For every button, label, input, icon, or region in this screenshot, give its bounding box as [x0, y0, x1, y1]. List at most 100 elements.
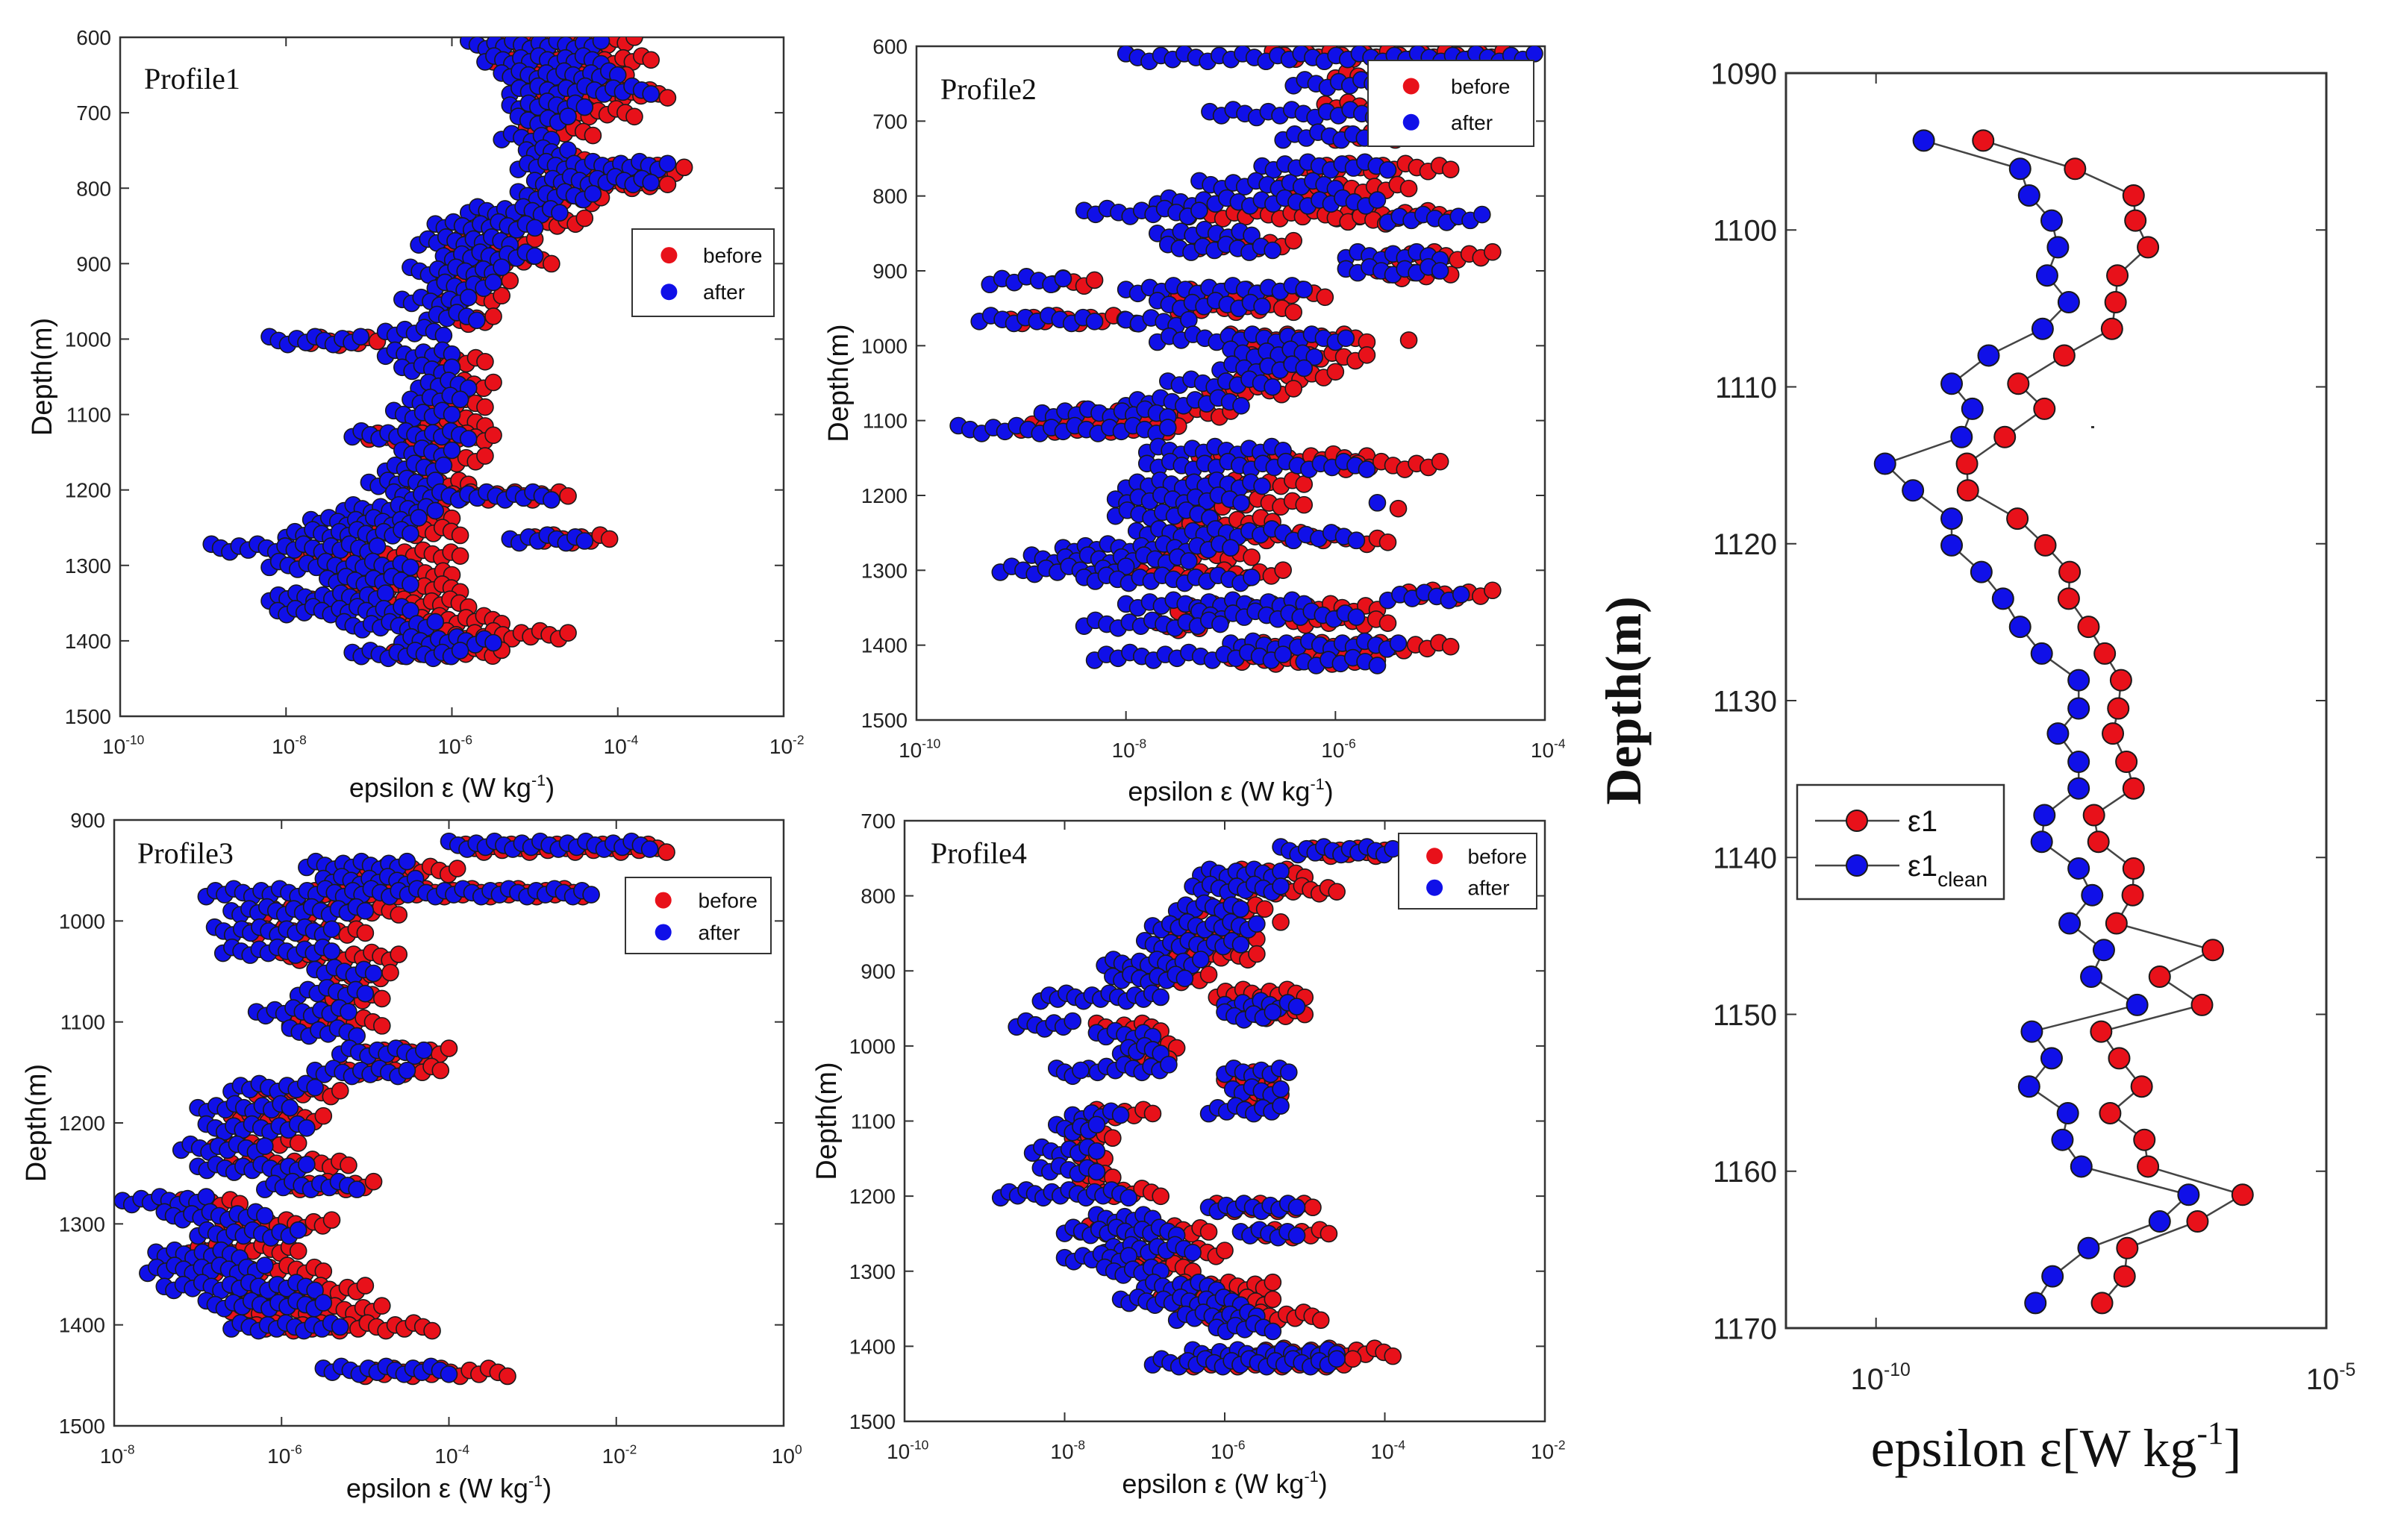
- data-point: [2051, 1128, 2074, 1151]
- data-point-before: [559, 486, 577, 505]
- y-tick-label: 700: [872, 110, 908, 133]
- legend: before after: [625, 877, 772, 954]
- data-point: [2052, 344, 2076, 367]
- data-point: [1993, 425, 2017, 448]
- y-tick-label: 1400: [861, 634, 908, 657]
- profile4-panel: 10-10 10-8 10-6 10-4 10-27008009001000110012…: [811, 810, 1565, 1499]
- data-point: [1950, 425, 1973, 448]
- data-point: [2008, 157, 2032, 181]
- y-tick-label: 1100: [1713, 215, 1777, 248]
- data-point: [2108, 1047, 2131, 1070]
- data-point: [2008, 616, 2032, 639]
- data-point-after: [459, 288, 478, 307]
- y-tick-label: 1300: [59, 1212, 105, 1236]
- data-point-before: [1264, 1290, 1282, 1309]
- x-axis-label-close: ): [1319, 1468, 1328, 1499]
- data-point-before: [1104, 1129, 1122, 1148]
- data-point-before: [372, 989, 391, 1008]
- y-tick-label: 1170: [1713, 1312, 1777, 1345]
- data-point-after: [322, 920, 341, 939]
- legend-label-subscript: clean: [1937, 868, 1987, 891]
- data-point-after: [1087, 1162, 1106, 1181]
- legend-marker: [1846, 854, 1868, 877]
- legend-marker-after: [655, 924, 672, 941]
- data-point: [2122, 184, 2145, 207]
- data-point: [2100, 317, 2123, 340]
- data-point-after: [1160, 1056, 1178, 1074]
- data-point-before: [658, 89, 677, 107]
- data-point-after: [298, 1118, 316, 1137]
- data-point: [2006, 507, 2029, 530]
- artifact-speck: [2091, 426, 2094, 428]
- legend: before after: [631, 228, 775, 317]
- data-point-before: [1216, 1242, 1234, 1259]
- data-point: [1991, 587, 2014, 610]
- x-tick-exponent: -8: [1135, 736, 1146, 751]
- series-markers-ε1-clean: [1873, 129, 2200, 1315]
- x-tick-exponent: -6: [290, 1442, 302, 1456]
- x-tick-exponent: -5: [2339, 1360, 2355, 1380]
- data-point-before: [1272, 913, 1290, 931]
- data-point-before: [625, 107, 643, 126]
- x-tick-base: 10: [1050, 1440, 1073, 1463]
- data-point-after: [197, 1188, 216, 1206]
- data-point-after: [281, 1098, 299, 1117]
- data-point-before: [322, 1211, 341, 1229]
- data-point-after: [484, 633, 502, 652]
- x-tick-label: 10-6: [437, 732, 472, 758]
- legend-marker: [1846, 810, 1868, 832]
- data-point-before: [658, 843, 675, 861]
- x-axis-label-text: epsilon ε (W kg: [1122, 1468, 1304, 1499]
- data-point: [2137, 236, 2160, 259]
- x-axis-label-superscript: -1: [1310, 774, 1324, 793]
- data-point-before: [575, 209, 594, 228]
- data-point-before: [1295, 475, 1314, 493]
- data-point: [2070, 1155, 2093, 1178]
- data-point-before: [1274, 561, 1292, 579]
- legend-label-after: after: [1451, 111, 1493, 134]
- data-point: [2116, 1236, 2139, 1259]
- data-point-after: [340, 1003, 357, 1021]
- data-point: [1972, 129, 1995, 152]
- legend-marker-before: [661, 247, 678, 264]
- data-point-after: [314, 1294, 333, 1312]
- x-tick-label: 10-6: [267, 1442, 302, 1468]
- x-tick-label: 10-8: [1112, 736, 1147, 762]
- data-point: [2087, 830, 2110, 854]
- x-axis-label: epsilon ε (W kg-1): [1128, 774, 1333, 807]
- data-point-before: [289, 1134, 307, 1152]
- scatter-points: [202, 37, 693, 668]
- data-point-before: [314, 1262, 333, 1280]
- x-tick-label: 10-4: [1370, 1437, 1405, 1463]
- data-point-before: [658, 175, 677, 193]
- legend: before after: [1367, 60, 1534, 147]
- x-tick-exponent: -2: [1554, 1437, 1565, 1452]
- y-tick-label: 1300: [65, 554, 111, 578]
- data-point-after: [398, 852, 416, 871]
- data-point-after: [434, 326, 453, 345]
- data-point-before: [484, 373, 502, 392]
- data-point-before: [476, 352, 494, 371]
- legend-label-after: after: [699, 921, 740, 944]
- data-point-before: [356, 924, 375, 942]
- legend-label-before: before: [699, 889, 758, 913]
- y-tick-label: 1200: [65, 479, 111, 502]
- data-point-after: [1117, 557, 1135, 575]
- x-tick-base: 10: [1211, 1440, 1234, 1463]
- x-tick-label: 10-4: [604, 732, 639, 758]
- data-point: [2031, 317, 2054, 340]
- data-point: [2067, 697, 2090, 720]
- legend-label-before: before: [1451, 75, 1510, 98]
- x-tick-label: 10-8: [100, 1442, 135, 1468]
- data-point-after: [451, 390, 469, 409]
- y-tick-label: 800: [861, 885, 896, 908]
- data-point-before: [1311, 1311, 1330, 1330]
- y-tick-label: 1300: [849, 1260, 896, 1283]
- y-tick-label: 700: [861, 810, 896, 833]
- data-point-before: [675, 158, 693, 177]
- profile2-panel: 10-10 10-8 10-6 10-460070080090010001100120…: [823, 35, 1566, 807]
- data-point: [2020, 1020, 2043, 1043]
- series-after: [949, 46, 1543, 674]
- y-tick-label: 1000: [861, 334, 908, 357]
- data-point-after: [1274, 645, 1292, 663]
